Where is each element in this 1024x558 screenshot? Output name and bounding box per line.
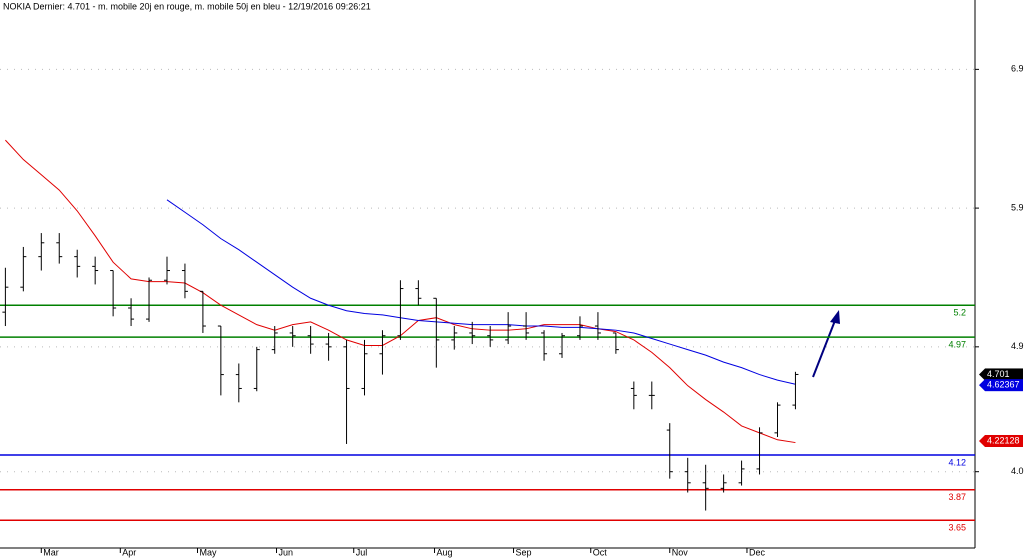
- x-tick-label: May: [200, 547, 218, 557]
- x-tick-label: Mar: [43, 547, 59, 557]
- y-tick-label: 4.9: [1011, 341, 1024, 351]
- x-tick-label: Jul: [356, 547, 368, 557]
- x-tick-label: Apr: [122, 547, 136, 557]
- value-marker-pointer: [979, 434, 985, 447]
- x-tick-label: Nov: [672, 547, 689, 557]
- annotation-arrow: [812, 310, 840, 378]
- value-marker-label: 4.22128: [987, 435, 1020, 445]
- level-label: 5.2: [953, 308, 966, 318]
- x-tick-label: Dec: [749, 547, 766, 557]
- x-tick-label: Sep: [516, 547, 532, 557]
- value-marker: [985, 368, 1023, 381]
- level-label: 4.97: [948, 339, 966, 349]
- chart-title: NOKIA Dernier: 4.701 - m. mobile 20j en …: [3, 1, 371, 11]
- x-tick-label: Oct: [593, 547, 608, 557]
- y-tick-label: 4.0: [1011, 466, 1024, 476]
- value-marker-pointer: [979, 368, 985, 381]
- value-marker-label: 4.701: [987, 369, 1010, 379]
- y-tick-label: 5.9: [1011, 202, 1024, 212]
- level-label: 3.65: [948, 523, 966, 533]
- value-marker-label: 4.62367: [987, 380, 1020, 390]
- x-tick-label: Aug: [437, 547, 453, 557]
- value-marker: [985, 379, 1023, 392]
- y-tick-label: 6.9: [1011, 64, 1024, 74]
- value-marker-pointer: [979, 379, 985, 392]
- level-label: 4.12: [948, 457, 966, 467]
- level-label: 3.87: [948, 492, 966, 502]
- moving-average: [166, 199, 796, 385]
- value-marker: [985, 434, 1023, 447]
- x-tick-label: Jun: [279, 547, 294, 557]
